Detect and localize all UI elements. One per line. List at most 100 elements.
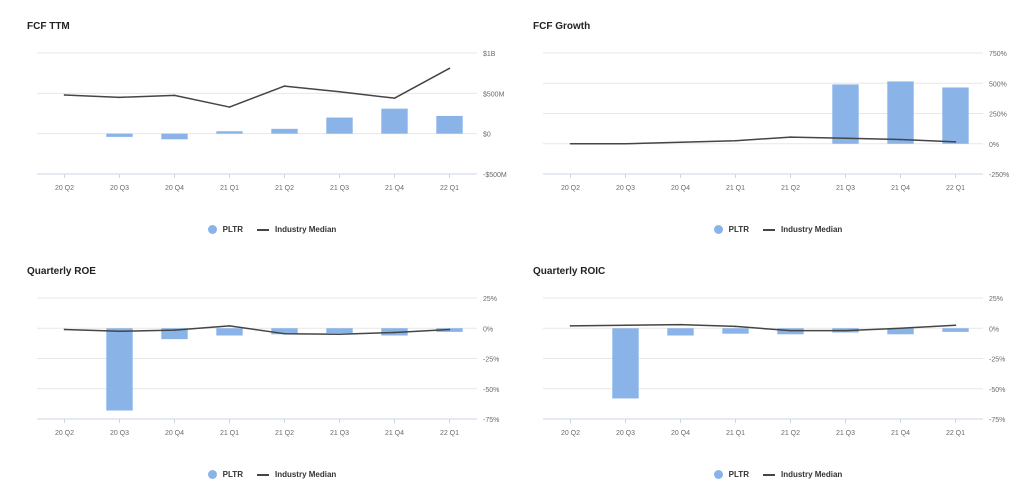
x-tick-label: 21 Q3 bbox=[330, 185, 349, 192]
x-tick-label: 20 Q2 bbox=[55, 430, 74, 437]
point-industry-median bbox=[63, 328, 66, 331]
chart-panel-quarterly-roe: Quarterly ROE 25% 0% -25% -50% -75% 20 Q2 20 Q… bbox=[27, 266, 517, 501]
point-industry-median bbox=[393, 331, 396, 334]
y-tick-label: 25% bbox=[989, 296, 1003, 303]
chart-quarterly-roic: 25% 0% -25% -50% -75% 20 Q2 20 Q3 20 Q4 21 Q1 21 … bbox=[543, 296, 1005, 437]
legend-item-pltr[interactable]: PLTR bbox=[713, 225, 749, 234]
bar-pltr bbox=[326, 328, 353, 334]
bar-pltr bbox=[271, 328, 298, 335]
legend-pltr-label: PLTR bbox=[728, 470, 749, 479]
legend-item-industry-median[interactable]: Industry Median bbox=[256, 470, 337, 479]
legend-median-swatch bbox=[762, 473, 775, 476]
x-tick-label: 21 Q2 bbox=[275, 430, 294, 437]
x-tick-label: 20 Q4 bbox=[165, 430, 184, 437]
y-tick-label: -75% bbox=[483, 417, 499, 424]
legend-item-industry-median[interactable]: Industry Median bbox=[762, 470, 842, 479]
bar-pltr bbox=[942, 87, 969, 144]
y-tick-label: 0% bbox=[483, 326, 493, 333]
x-tick-label: 20 Q2 bbox=[55, 185, 74, 192]
chart-title: FCF TTM bbox=[27, 21, 70, 32]
point-industry-median bbox=[338, 90, 341, 93]
x-tick-label: 21 Q4 bbox=[385, 185, 404, 192]
legend-item-pltr[interactable]: PLTR bbox=[207, 225, 243, 234]
y-tick-label: 0% bbox=[989, 326, 999, 333]
legend-item-pltr[interactable]: PLTR bbox=[713, 470, 749, 479]
x-tick-label: 20 Q3 bbox=[616, 430, 635, 437]
legend-item-industry-median[interactable]: Industry Median bbox=[762, 225, 843, 234]
legend-pltr-swatch bbox=[207, 225, 217, 234]
x-tick-label: 21 Q3 bbox=[330, 430, 349, 437]
legend-median-label: Industry Median bbox=[274, 470, 337, 479]
point-industry-median bbox=[899, 327, 902, 330]
line-industry-median bbox=[570, 136, 956, 145]
chart-title: Quarterly ROE bbox=[27, 266, 96, 277]
bar-pltr bbox=[887, 81, 914, 144]
y-tick-label: 25% bbox=[483, 296, 497, 303]
x-tick-label: 20 Q4 bbox=[165, 185, 184, 192]
point-industry-median bbox=[734, 325, 737, 328]
x-tick-label: 21 Q2 bbox=[781, 430, 800, 437]
bar-pltr bbox=[436, 115, 463, 134]
bar-pltr bbox=[106, 328, 133, 411]
bar-pltr bbox=[832, 84, 859, 144]
legend-pltr-label: PLTR bbox=[222, 225, 243, 234]
chart-legend: PLTR Industry Median bbox=[27, 225, 517, 234]
y-tick-label: $1B bbox=[483, 51, 496, 58]
legend-median-label: Industry Median bbox=[780, 225, 843, 234]
x-tick-label: 20 Q4 bbox=[671, 185, 690, 192]
bar-pltr bbox=[161, 133, 188, 140]
legend-pltr-swatch bbox=[207, 470, 217, 479]
point-industry-median bbox=[789, 329, 792, 332]
y-tick-label: -25% bbox=[483, 357, 499, 364]
line-industry-median bbox=[570, 323, 956, 332]
bar-pltr bbox=[381, 108, 408, 134]
x-tick-label: 20 Q3 bbox=[110, 430, 129, 437]
point-industry-median bbox=[448, 67, 451, 70]
legend-pltr-swatch bbox=[713, 470, 723, 479]
legend-item-pltr[interactable]: PLTR bbox=[207, 470, 243, 479]
point-industry-median bbox=[173, 329, 176, 331]
legend-item-industry-median[interactable]: Industry Median bbox=[256, 225, 336, 234]
bar-pltr bbox=[722, 328, 749, 334]
point-industry-median bbox=[789, 136, 792, 138]
x-tick-label: 21 Q3 bbox=[836, 185, 855, 192]
chart-legend: PLTR Industry Median bbox=[533, 470, 1023, 479]
line-industry-median bbox=[64, 67, 450, 108]
x-tick-label: 21 Q3 bbox=[836, 430, 855, 437]
x-tick-label: 21 Q4 bbox=[891, 430, 910, 437]
point-industry-median bbox=[679, 141, 682, 144]
point-industry-median bbox=[63, 94, 66, 96]
point-industry-median bbox=[899, 138, 902, 141]
bar-pltr bbox=[667, 328, 694, 336]
bar-pltr bbox=[216, 131, 243, 134]
point-industry-median bbox=[954, 141, 957, 143]
point-industry-median bbox=[844, 329, 847, 332]
x-tick-label: 21 Q1 bbox=[726, 430, 745, 437]
y-tick-label: -$500M bbox=[483, 172, 507, 179]
chart-panel-fcf-ttm: FCF TTM $1B $500M $0 -$500M 20 Q2 20 Q3 20 Q4 2… bbox=[27, 21, 517, 256]
bar-pltr bbox=[887, 328, 914, 335]
chart-title: Quarterly ROIC bbox=[533, 266, 606, 277]
bar-pltr bbox=[612, 328, 639, 399]
chart-legend: PLTR Industry Median bbox=[27, 470, 517, 479]
point-industry-median bbox=[954, 324, 957, 327]
point-industry-median bbox=[283, 332, 286, 335]
x-tick-label: 21 Q1 bbox=[220, 430, 239, 437]
chart-panel-quarterly-roic: Quarterly ROIC 25% 0% -25% -50% -75% 20 Q2 20 … bbox=[533, 266, 1023, 501]
x-tick-label: 21 Q2 bbox=[781, 185, 800, 192]
y-tick-label: $0 bbox=[483, 132, 491, 139]
y-tick-label: 0% bbox=[989, 142, 999, 149]
point-industry-median bbox=[228, 325, 231, 327]
bar-pltr bbox=[942, 328, 969, 332]
chart-title: FCF Growth bbox=[533, 21, 591, 32]
x-tick-label: 22 Q1 bbox=[440, 430, 459, 437]
x-tick-label: 22 Q1 bbox=[946, 185, 965, 192]
legend-median-swatch bbox=[762, 228, 775, 231]
point-industry-median bbox=[569, 325, 572, 327]
x-tick-label: 22 Q1 bbox=[946, 430, 965, 437]
x-tick-label: 22 Q1 bbox=[440, 185, 459, 192]
point-industry-median bbox=[734, 139, 737, 142]
y-tick-label: -50% bbox=[989, 387, 1005, 394]
legend-median-swatch bbox=[256, 228, 269, 231]
bar-pltr bbox=[216, 328, 243, 336]
